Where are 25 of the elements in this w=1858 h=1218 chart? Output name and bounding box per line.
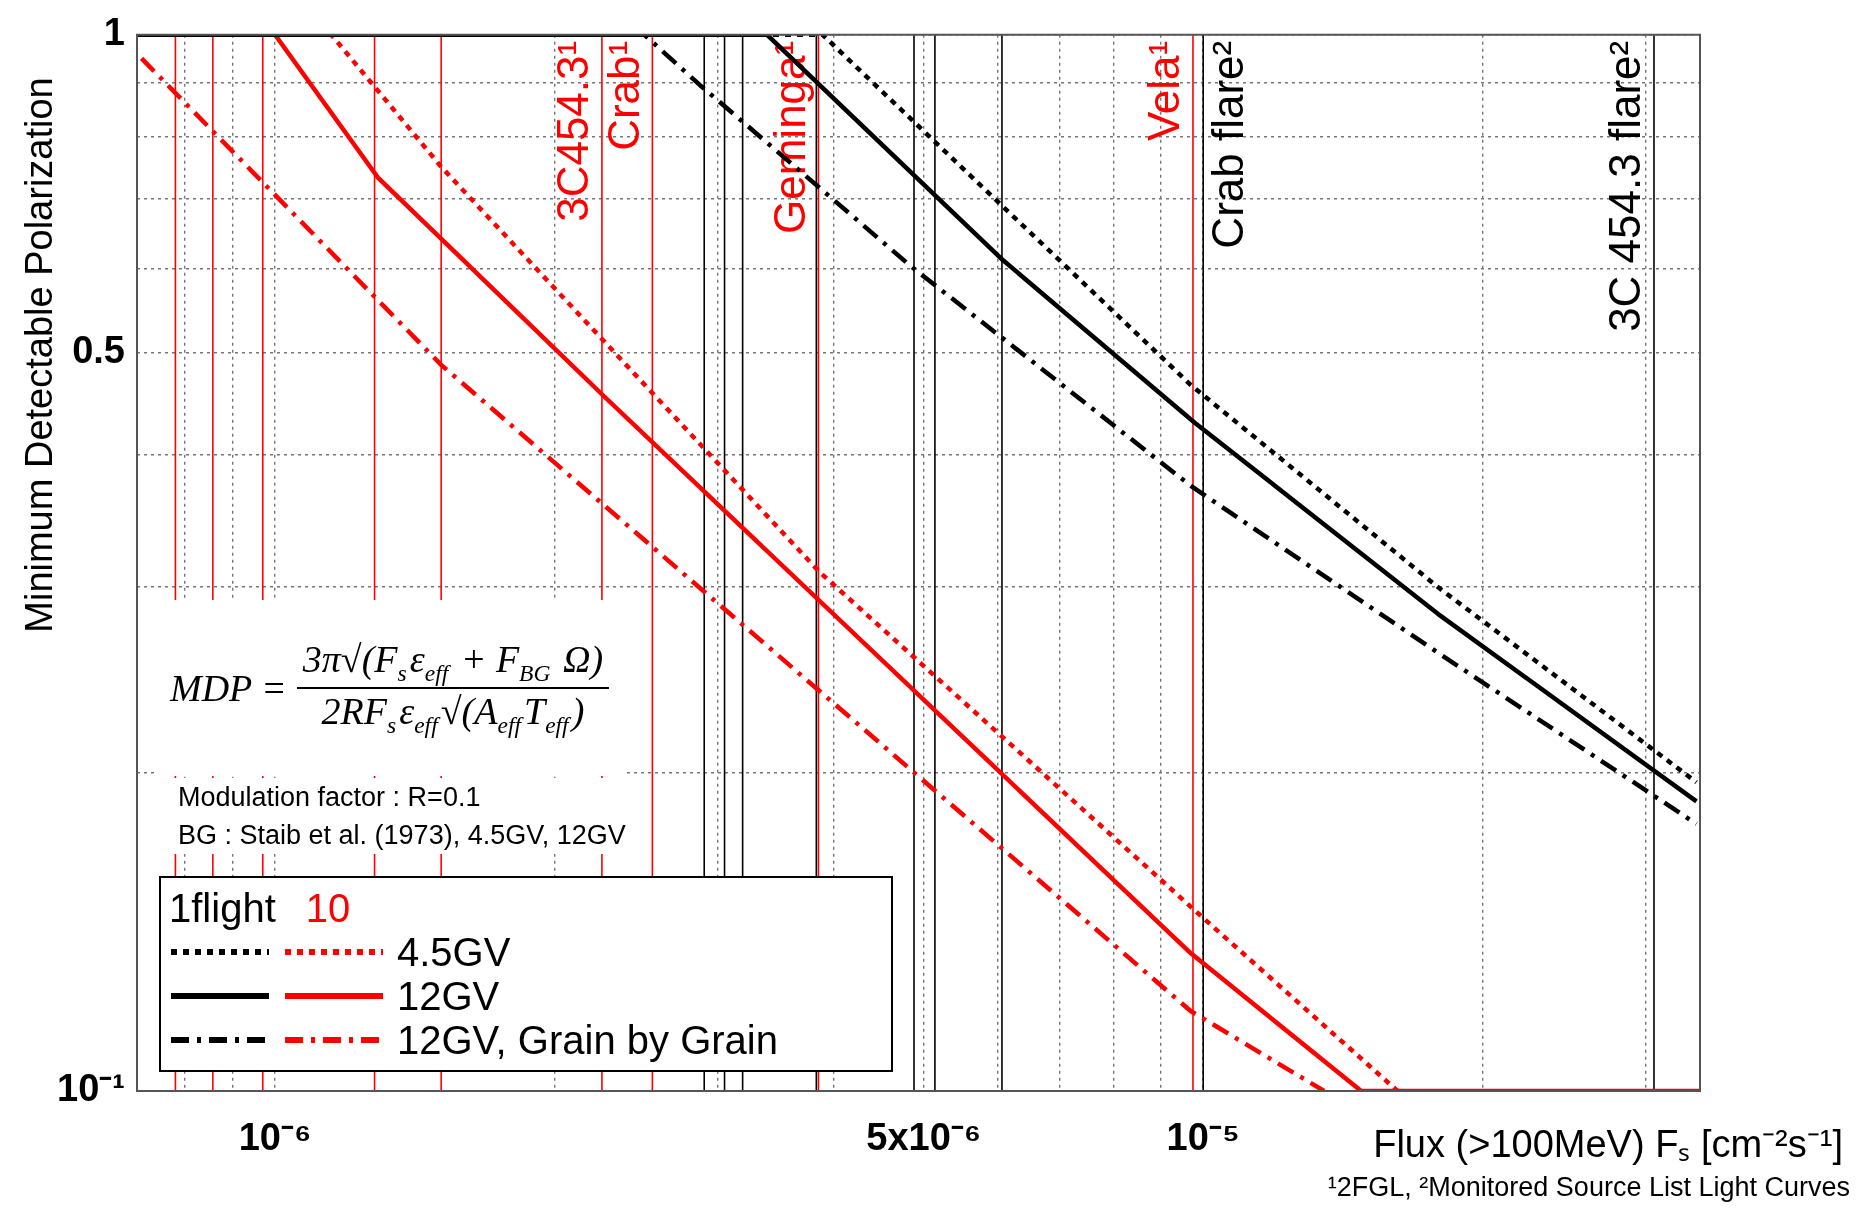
y-tick-label: 10⁻¹ — [57, 1067, 125, 1110]
annotation: 10 — [305, 885, 351, 931]
y-tick-label: 1 — [103, 11, 125, 54]
x-axis-title: Flux (>100MeV) Fₛ [cm⁻²s⁻¹] — [1373, 1122, 1843, 1167]
ref-line-label: Crab flare² — [1203, 40, 1253, 249]
ref-line-label: 3C454.3¹ — [548, 40, 598, 222]
legend-label: 4.5GV — [397, 929, 511, 975]
annotation: BG : Staib et al. (1973), 4.5GV, 12GV — [178, 819, 626, 852]
x-tick-label: 5x10⁻⁶ — [866, 1116, 982, 1159]
x-tick-label: 10⁻⁵ — [1166, 1116, 1240, 1159]
ref-line-label: Geminga¹ — [764, 40, 814, 234]
annotation: Modulation factor : R=0.1 — [178, 781, 482, 814]
ref-line-label: Crab¹ — [598, 40, 648, 151]
ref-line-label: 3C 454.3 flare² — [1600, 40, 1650, 332]
ref-line-label: Vela¹ — [1139, 40, 1189, 142]
x-tick-label: 10⁻⁶ — [238, 1116, 312, 1159]
text: 2RF$_{s}$ε$_{eff}$√(A$_{eff}$T$_{eff}$) — [321, 690, 585, 738]
legend-label: 12GV, Grain by Grain — [397, 1017, 778, 1063]
annotation: 3π√(F$_{s}$ε$_{eff}$ + F$_{BG}$ Ω) — [296, 637, 610, 689]
legend-label: 12GV — [397, 973, 500, 1019]
y-axis-title: Minimum Detectable Polarization — [18, 77, 61, 633]
text: ¹2FGL, ²Monitored Source List Light Curves — [1327, 1172, 1850, 1203]
annotation: MDP = — [170, 666, 287, 710]
legend-title: 1flight — [169, 885, 276, 931]
y-tick-label: 0.5 — [72, 329, 125, 372]
